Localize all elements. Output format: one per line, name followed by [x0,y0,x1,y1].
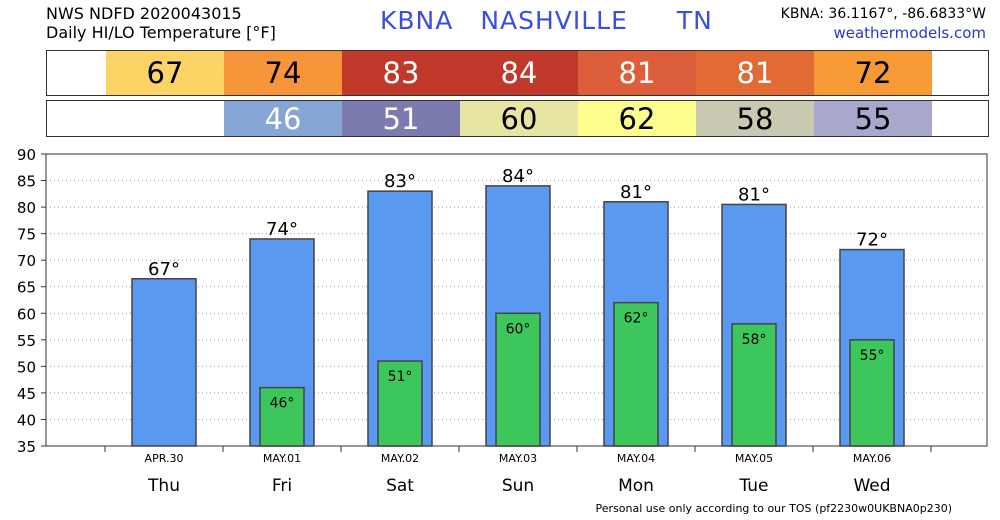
lo-temp-bar [731,323,777,447]
y-tick-label: 40 [17,411,36,429]
hi-temp-label: 81° [620,182,652,203]
y-tick-label: 50 [17,358,36,376]
lo-temp-bar [495,312,541,447]
station-id: KBNA [380,6,454,35]
lo-temp-cell [106,101,224,136]
y-tick-label: 80 [17,199,36,217]
product-label: NWS NDFD 2020043015 [46,4,242,23]
y-tick-label: 55 [17,332,36,350]
x-date-label: MAY.01 [263,452,301,465]
lo-temp-bar [613,301,659,447]
x-day-label: Tue [738,476,768,496]
hi-temp-label: 84° [502,166,534,187]
y-tick-label: 60 [17,305,36,323]
x-date-label: MAY.04 [617,452,655,465]
hi-temp-cell: 83 [342,51,460,95]
lo-temp-label: 55° [860,348,885,364]
hi-temp-cell: 81 [578,51,696,95]
hi-temp-label: 72° [856,230,888,251]
hi-temp-bar [131,278,197,447]
chart-subtitle: Daily HI/LO Temperature [°F] [46,23,276,42]
lo-temp-cell: 58 [696,101,814,136]
hi-temp-cell: 67 [106,51,224,95]
station-city: NASHVILLE [480,6,628,35]
x-date-label: MAY.02 [381,452,419,465]
hi-temp-cell: 84 [460,51,578,95]
y-tick-label: 85 [17,173,36,191]
x-date-label: MAY.05 [735,452,773,465]
hi-temperature-row: 67 74 83 84 81 81 72 [46,50,989,96]
x-date-label: MAY.03 [499,452,537,465]
lo-temp-cell: 60 [460,101,578,136]
lo-temp-cell: 55 [814,101,932,136]
y-tick-label: 90 [17,146,36,164]
hi-temp-cell: 74 [224,51,342,95]
station-state: TN [676,6,713,35]
hi-temp-cell: 72 [814,51,932,95]
lo-temp-bar [849,339,895,447]
lo-temp-bar [377,360,423,447]
hi-temp-label: 83° [384,171,416,192]
y-tick-label: 70 [17,252,36,270]
lo-temp-label: 58° [742,332,767,348]
x-day-label: Wed [853,476,890,496]
x-date-label: APR.30 [145,452,184,465]
x-day-label: Mon [618,476,654,496]
hi-temp-cell: 81 [696,51,814,95]
header-right: KBNA: 36.1167°, -86.6833°W weathermodels… [781,5,986,43]
lo-temp-label: 62° [624,311,649,327]
x-day-label: Fri [272,476,292,496]
lo-temperature-row: 46 51 60 62 58 55 [46,100,989,137]
lo-temp-bar [259,386,305,447]
x-date-label: MAY.06 [853,452,891,465]
site-link[interactable]: weathermodels.com [833,24,986,42]
y-tick-label: 75 [17,226,36,244]
temperature-chart: 35 40 45 50 55 60 65 70 75 80 85 90 67° APR.30 Thu 74° 4… [17,146,988,496]
tos-footer: Personal use only according to our TOS (… [595,502,952,515]
station-title: KBNA NASHVILLE TN [380,6,713,35]
y-tick-label: 45 [17,385,36,403]
hi-temp-label: 67° [148,259,180,280]
lo-temp-label: 60° [506,321,531,337]
x-day-label: Sun [502,476,534,496]
y-tick-label: 65 [17,279,36,297]
lo-temp-cell: 46 [224,101,342,136]
x-day-label: Sat [386,476,414,496]
lo-temp-cell: 62 [578,101,696,136]
header-left: NWS NDFD 2020043015 Daily HI/LO Temperat… [46,4,276,42]
y-tick-label: 35 [17,438,36,456]
x-day-label: Thu [147,476,180,496]
hi-temp-label: 81° [738,184,770,205]
lo-temp-label: 46° [270,396,295,412]
lo-temp-label: 51° [388,369,413,385]
station-coords: KBNA: 36.1167°, -86.6833°W [780,6,986,22]
lo-temp-cell: 51 [342,101,460,136]
hi-temp-label: 74° [266,219,298,240]
